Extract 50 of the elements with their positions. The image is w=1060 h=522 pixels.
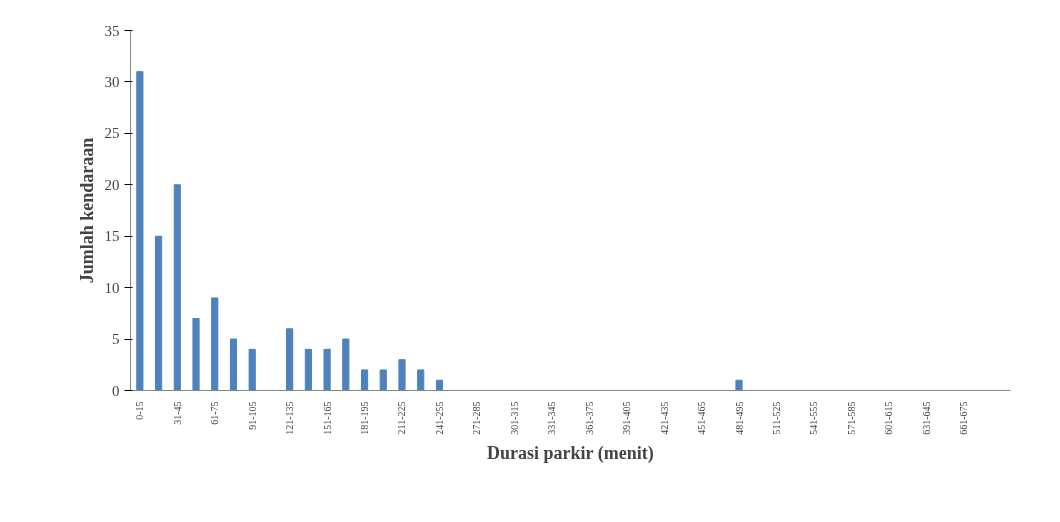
x-tick-label: 661-675	[958, 401, 970, 435]
y-tick-label: 0	[112, 382, 120, 399]
x-tick-label: 181-195	[359, 401, 371, 435]
bar	[286, 328, 294, 391]
bar	[323, 348, 331, 391]
x-tick-label: 151-165	[321, 401, 333, 435]
x-tick-label: 301-315	[508, 401, 520, 435]
x-tick-label: 511-525	[770, 401, 782, 435]
bar	[192, 318, 200, 391]
bar	[360, 369, 369, 391]
bar	[211, 297, 219, 391]
bar	[304, 348, 312, 391]
bar	[417, 369, 425, 391]
x-tick-label: 121-135	[284, 401, 296, 435]
bar	[155, 235, 163, 391]
x-tick-label: 241-255	[433, 401, 445, 435]
x-tick-label: 271-285	[471, 401, 483, 435]
x-tick-label: 451-465	[696, 401, 708, 435]
y-tick-label: 15	[104, 228, 120, 245]
bar	[229, 338, 238, 391]
bar	[435, 379, 444, 391]
bar	[379, 369, 387, 391]
x-tick-label: 631-645	[920, 401, 932, 435]
bar	[173, 184, 181, 391]
x-axis-title: Durasi parkir (menit)	[487, 442, 654, 464]
x-tick-label: 331-345	[546, 401, 558, 435]
bar	[398, 359, 406, 391]
x-tick-label: 481-495	[733, 401, 745, 435]
y-tick-label: 20	[104, 176, 120, 193]
x-tick-label: 391-405	[621, 401, 633, 435]
y-axis-title: Jumlah kendaraan	[76, 137, 97, 284]
x-tick-label: 421-435	[658, 401, 670, 435]
y-tick-label: 5	[112, 331, 120, 348]
x-tick-label: 361-375	[583, 401, 595, 435]
y-tick-label: 30	[104, 73, 120, 90]
x-tick-label: 211-225	[396, 401, 408, 435]
x-tick-label: 91-105	[246, 401, 258, 430]
bar	[136, 71, 144, 391]
y-tick-label: 35	[104, 22, 120, 39]
x-tick-label: 541-555	[808, 401, 820, 435]
x-tick-label: 0-15	[134, 401, 146, 420]
x-tick-label: 601-615	[883, 401, 895, 435]
x-tick-label: 61-75	[209, 401, 221, 425]
y-tick-label: 25	[104, 125, 120, 142]
bar	[735, 379, 743, 391]
y-tick-label: 10	[104, 279, 120, 296]
bar	[248, 348, 256, 391]
x-tick-label: 571-585	[845, 401, 857, 435]
x-tick-label: 31-45	[171, 401, 183, 425]
bar	[342, 338, 350, 391]
